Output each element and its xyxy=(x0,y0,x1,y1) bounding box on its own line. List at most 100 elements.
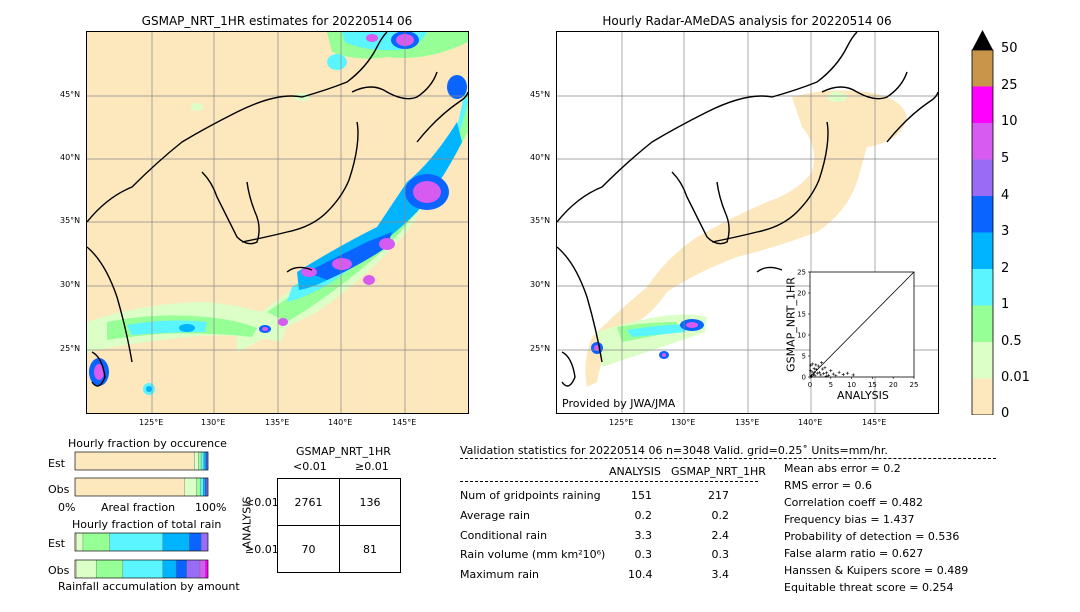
right-radar-coverage xyxy=(585,90,907,388)
fraction-bar-segment xyxy=(200,451,204,471)
stats-col-gsmap: GSMAP_NRT_1HR xyxy=(671,465,766,478)
total-rain-title: Hourly fraction of total rain xyxy=(72,518,222,531)
scatter-point xyxy=(812,367,816,371)
stats-row-analysis: 0.2 xyxy=(634,509,653,522)
stats-col-analysis: ANALYSIS xyxy=(609,465,661,478)
contingency-row-header-lt: <0.01 xyxy=(245,496,279,509)
fraction-bar-frame xyxy=(74,532,209,552)
stats-row-label: Average rain xyxy=(460,509,530,522)
occurrence-bars xyxy=(74,451,209,497)
left-lat-label-40: 40°N xyxy=(60,153,81,162)
left-map-title: GSMAP_NRT_1HR estimates for 20220514 06 xyxy=(141,14,413,28)
stats-row-gsmap: 0.2 xyxy=(711,509,730,522)
occ-label-obs: Obs xyxy=(48,483,70,496)
occurrence-canvas xyxy=(74,451,209,497)
score-line: Mean abs error = 0.2 xyxy=(784,462,901,475)
fraction-bar-segment xyxy=(194,451,199,471)
colorbar-segment xyxy=(972,269,993,306)
scatter-point xyxy=(819,373,823,377)
contingency-cell: 136 xyxy=(359,496,381,509)
right-lon-label-140: 140°E xyxy=(798,418,823,427)
score-line: Frequency bias = 1.437 xyxy=(784,513,915,526)
fraction-bar-segment xyxy=(82,532,110,552)
fraction-bar-segment xyxy=(189,532,202,552)
scatter-x-tick: 25 xyxy=(910,381,919,389)
fraction-bar-segment xyxy=(175,559,187,579)
colorbar-segment xyxy=(972,50,993,87)
scatter-point xyxy=(808,368,812,372)
left-lon-label-125: 125°E xyxy=(139,418,164,427)
fraction-bar-segment xyxy=(76,532,84,552)
scatter-point xyxy=(823,366,827,370)
left-lat-label-45: 45°N xyxy=(60,90,81,99)
scatter-y-tick: 5 xyxy=(802,353,806,361)
right-coastlines xyxy=(557,32,938,387)
score-line: False alarm ratio = 0.627 xyxy=(784,547,924,560)
colorbar xyxy=(970,30,995,416)
score-line: RMS error = 0.6 xyxy=(784,479,872,492)
stats-row-gsmap: 3.4 xyxy=(711,568,730,581)
contingency-col-header-lt: <0.01 xyxy=(293,460,327,473)
scatter-point xyxy=(811,372,815,376)
stats-row-label: Rain volume (mm km²10⁶) xyxy=(460,548,606,561)
fraction-bar-segment xyxy=(76,559,97,579)
colorbar-label: 1 xyxy=(1001,297,1010,312)
fraction-bar-segment xyxy=(74,477,185,497)
stats-row-gsmap: 217 xyxy=(708,489,729,502)
scatter-point xyxy=(809,363,813,367)
scatter-x-tick: 10 xyxy=(847,381,856,389)
occ-xlabel: Areal fraction xyxy=(101,501,176,514)
scatter-point xyxy=(810,362,814,366)
contingency-title: GSMAP_NRT_1HR xyxy=(296,445,391,458)
fraction-bar-frame xyxy=(74,477,209,497)
left-map-canvas xyxy=(87,32,468,413)
scatter-point xyxy=(827,373,831,377)
score-line: Hanssen & Kuipers score = 0.489 xyxy=(784,564,969,577)
colorbar-label: 0.5 xyxy=(1001,334,1022,349)
total-rain-canvas xyxy=(74,532,209,579)
fraction-bar-segment xyxy=(205,451,208,471)
contingency-cell: 70 xyxy=(301,543,316,556)
right-lat-label-40: 40°N xyxy=(530,153,551,162)
fraction-bar-segment xyxy=(109,532,163,552)
occ-label-est: Est xyxy=(48,457,65,470)
scatter-inset: 0 5 10 15 20 25 0 5 10 15 20 25 xyxy=(778,262,923,402)
contingency-grid: 2761 136 70 81 xyxy=(277,478,401,573)
scatter-plot: 0 5 10 15 20 25 0 5 10 15 20 25 xyxy=(797,269,919,390)
total-rain-bars xyxy=(74,532,209,579)
contingency-cell: 2761 xyxy=(294,496,323,509)
scatter-point xyxy=(825,371,829,375)
scatter-point xyxy=(813,370,817,374)
radar-credit: Provided by JWA/JMA xyxy=(562,397,676,410)
right-lat-label-30: 30°N xyxy=(530,280,551,289)
scatter-x-tick: 0 xyxy=(808,381,812,389)
stats-row-label: Num of gridpoints raining xyxy=(460,489,601,502)
left-lon-label-130: 130°E xyxy=(201,418,226,427)
colorbar-segment xyxy=(972,196,993,233)
scatter-point xyxy=(810,370,814,374)
left-map xyxy=(86,31,469,414)
colorbar-segment xyxy=(972,342,993,379)
scatter-ylabel: GSMAP_NRT_1HR xyxy=(784,277,798,372)
fraction-bar-segment xyxy=(200,477,204,497)
colorbar-segment xyxy=(972,305,993,342)
scatter-x-tick: 5 xyxy=(829,381,833,389)
contingency-cell: 81 xyxy=(363,543,377,556)
colorbar-segment xyxy=(972,123,993,160)
colorbar-canvas xyxy=(971,30,994,416)
left-lon-label-135: 135°E xyxy=(265,418,290,427)
left-lat-label-25: 25°N xyxy=(60,344,81,353)
rain-label-obs: Obs xyxy=(48,564,70,577)
occ-tick-0: 0% xyxy=(58,501,76,514)
fraction-bar-segment xyxy=(203,477,206,497)
stats-header: Validation statistics for 20220514 06 n=… xyxy=(460,444,888,457)
stats-row-gsmap: 0.3 xyxy=(711,548,730,561)
fraction-bar-segment xyxy=(74,451,195,471)
colorbar-label: 0.01 xyxy=(1001,370,1030,385)
scatter-x-tick: 20 xyxy=(889,381,898,389)
rain-xlabel: Rainfall accumulation by amount xyxy=(58,580,240,593)
left-rain-field xyxy=(87,32,468,395)
scatter-point xyxy=(820,367,824,371)
scatter-y-tick: 25 xyxy=(797,269,806,277)
colorbar-overflow-triangle xyxy=(972,30,993,50)
